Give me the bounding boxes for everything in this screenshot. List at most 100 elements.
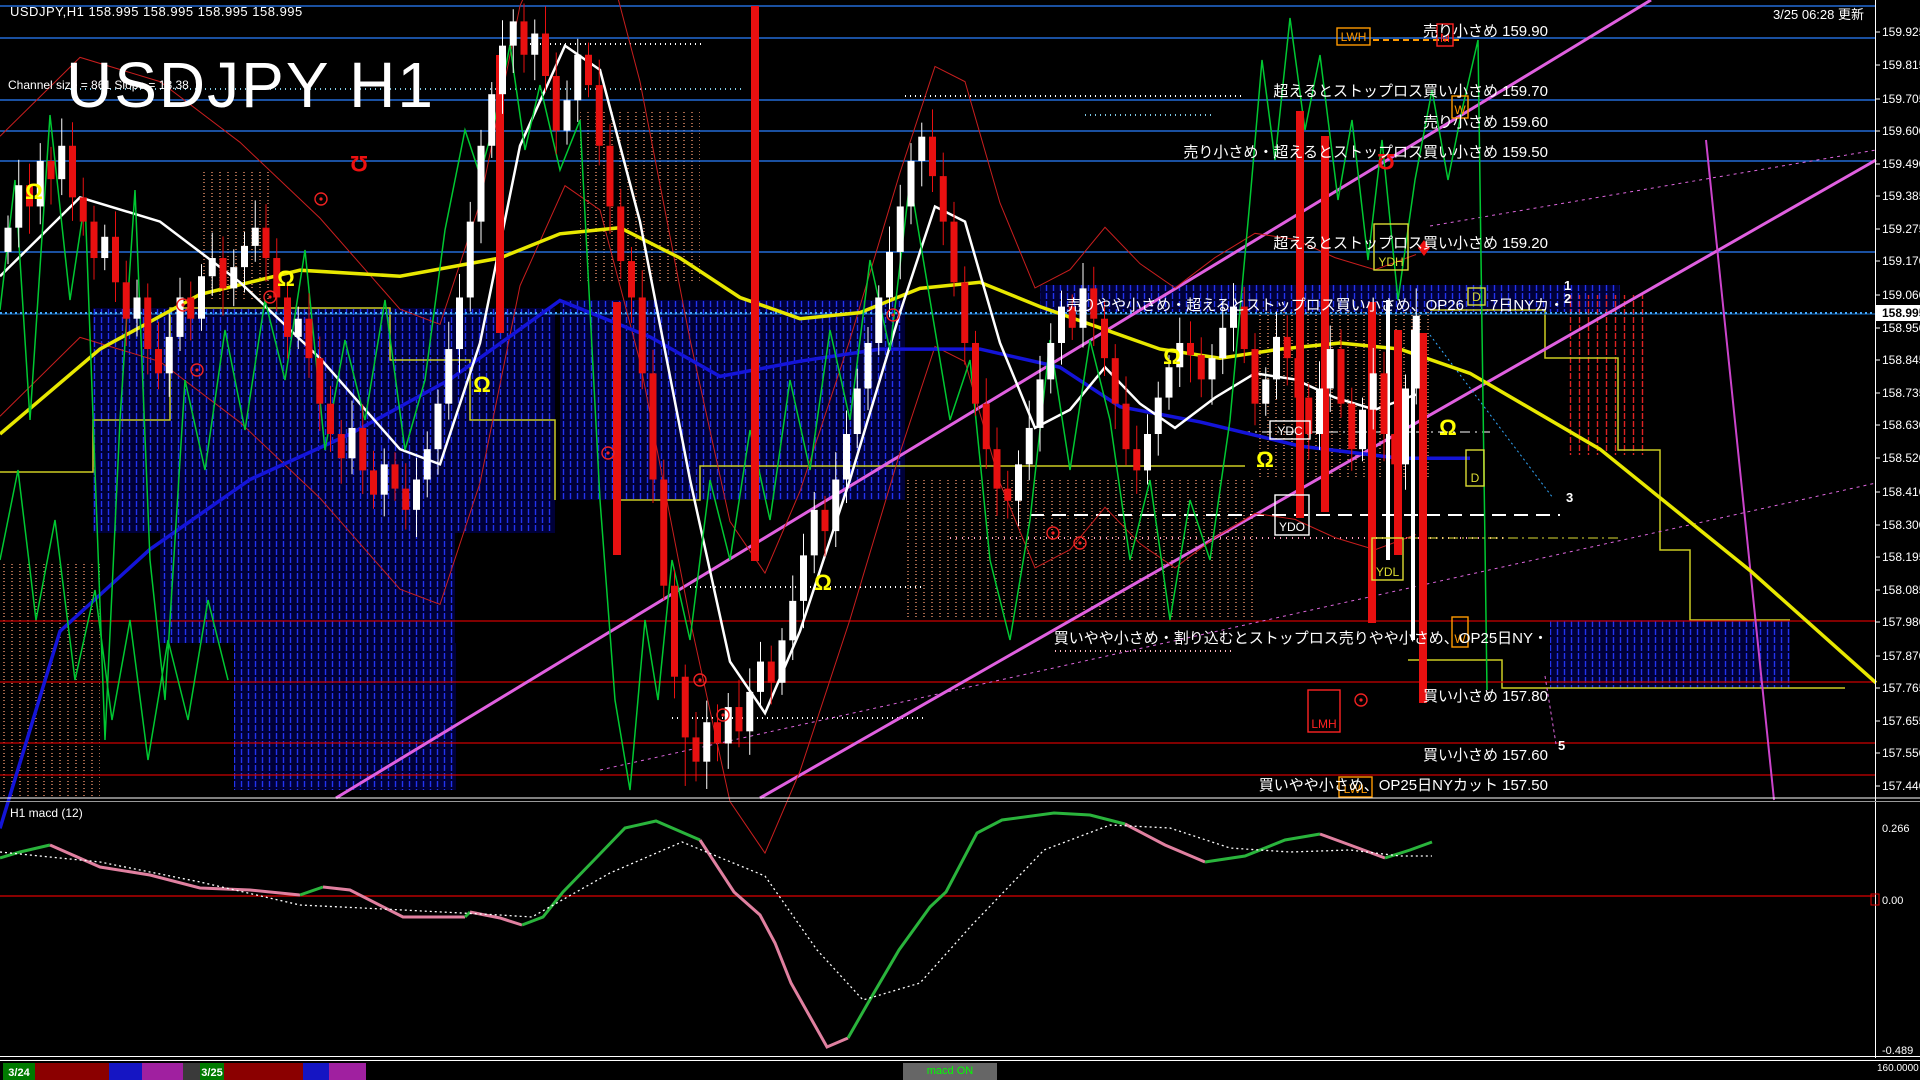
volatility-bar [496, 55, 504, 333]
macd-zero-marker [1870, 893, 1880, 906]
price-axis-label: 158.085 [1882, 583, 1920, 597]
wave-number-label: 1 [1564, 278, 1571, 293]
price-axis-label: 158.195 [1882, 550, 1920, 564]
current-price-badge [1876, 305, 1920, 321]
watermark: USDJPY H1 [66, 49, 435, 121]
macd-line [463, 910, 472, 919]
timeline-date-label: 3/24 [8, 1067, 30, 1079]
envelope-upper [0, 0, 1417, 575]
object-box-label: YDL [1376, 565, 1400, 579]
price-axis-label: 159.815 [1882, 58, 1920, 72]
macd-line [1384, 840, 1433, 860]
macd-line [1319, 832, 1386, 860]
timeline-segment [3, 1063, 35, 1080]
buy-omega-icon: Ω [277, 266, 295, 291]
trade-marker-dot [195, 368, 199, 372]
object-box [1336, 27, 1371, 46]
price-axis-label: 159.600 [1882, 124, 1920, 138]
indicator-cloud [1550, 620, 1790, 688]
macd-line [1204, 832, 1321, 864]
price-axis-label: 158.950 [1882, 321, 1920, 335]
trend-line [599, 482, 1877, 771]
order-annotation: 売り小さめ・超えるとストップロス買い小さめ 159.50 [1183, 144, 1548, 161]
order-annotation: 売りやや小さめ・超えるとストップロス買い小さめ、OP26 [1066, 297, 1464, 314]
trade-marker-icon [1046, 526, 1060, 540]
trade-marker-icon [716, 708, 730, 722]
object-box-label: D [1471, 471, 1480, 485]
trade-marker-dot [1078, 541, 1082, 545]
object-box [1274, 494, 1310, 536]
sell-omega-icon: Ω [1377, 149, 1395, 174]
order-annotation: 買い小さめ 157.80 [1423, 688, 1548, 705]
volatility-bar [1296, 111, 1304, 518]
order-annotation: 超えるとストップロス買い小さめ 159.20 [1273, 235, 1548, 252]
buy-omega-icon: Ω [25, 179, 43, 204]
price-axis-label: 157.550 [1882, 746, 1920, 760]
price-axis-label: 159.275 [1882, 222, 1920, 236]
object-box [1371, 537, 1404, 581]
order-annotation: 7日NYカ・ [1490, 297, 1564, 314]
object-box-label: LMH [1311, 717, 1336, 731]
trade-marker-icon [601, 446, 615, 460]
price-axis-label: 158.630 [1882, 418, 1920, 432]
object-box-label: M [1440, 31, 1450, 45]
cloud-border-line [1430, 309, 1790, 621]
macd-line [322, 885, 465, 919]
price-axis-label: 159.705 [1882, 92, 1920, 106]
price-axis-label: 158.845 [1882, 353, 1920, 367]
trade-marker-icon [693, 673, 707, 687]
indicator-cloud [234, 643, 456, 790]
macd-line [846, 811, 1126, 1039]
trade-marker-dot [698, 678, 702, 682]
trend-line [759, 158, 1877, 800]
price-axis-label: 157.980 [1882, 615, 1920, 629]
cloud-border-line [620, 465, 1245, 501]
object-box [1436, 23, 1454, 47]
current-price-value: 158.995 [1882, 306, 1920, 320]
buy-omega-icon: Ω [1439, 415, 1457, 440]
price-axis-label: 159.490 [1882, 157, 1920, 171]
buy-omega-icon: Ω [473, 372, 491, 397]
object-box-label: LWH [1341, 30, 1367, 44]
volatility-bar [1411, 330, 1415, 640]
order-annotation: 売り小さめ 159.90 [1423, 23, 1548, 40]
macd-line [521, 819, 701, 927]
macd-axis-label: 0.00 [1882, 895, 1903, 907]
trend-line [1429, 149, 1877, 227]
price-axis-label: 157.655 [1882, 714, 1920, 728]
price-axis-label: 157.440 [1882, 779, 1920, 793]
trade-marker-dot [606, 451, 610, 455]
indicator-cloud [0, 561, 100, 798]
price-axis-label: 159.385 [1882, 189, 1920, 203]
price-axis-label: 158.410 [1882, 485, 1920, 499]
object-box-label: YDH [1378, 255, 1403, 269]
timeline-segment [329, 1063, 366, 1080]
sell-omega-icon: Ω [350, 151, 368, 176]
object-box-label: W [1454, 632, 1466, 646]
order-annotation: 売り小さめ 159.60 [1423, 114, 1548, 131]
volatility-bar [613, 302, 621, 555]
trade-marker-icon [176, 298, 190, 312]
volatility-bar [1419, 333, 1427, 703]
order-annotation: 買いやや小さめ・割り込むとストップロス売りやや小さめ、OP25日NY・ [1054, 630, 1548, 647]
update-timestamp: 3/25 06:28 更新 [1772, 7, 1864, 22]
macd-toggle-button[interactable]: macd ON [903, 1063, 997, 1080]
macd-axis-label: -0.489 [1882, 1045, 1913, 1057]
trade-marker-icon [263, 290, 277, 304]
object-box-label: D [1472, 290, 1481, 304]
indicator-cloud [905, 480, 1255, 620]
fractal-zigzag [0, 17, 1488, 791]
cloud-border-line [0, 307, 556, 500]
trade-marker-icon [1354, 693, 1368, 707]
timeline-bar[interactable]: 3/24 3/25 [3, 1063, 366, 1080]
object-box [1451, 616, 1469, 648]
timeline-date-label: 3/25 [201, 1067, 222, 1079]
object-box [1338, 776, 1373, 798]
object-box [1467, 287, 1486, 306]
trade-marker-icon [886, 308, 900, 322]
trade-marker-icon [1073, 536, 1087, 550]
timeline-segment [224, 1063, 303, 1080]
macd-line [469, 910, 523, 927]
